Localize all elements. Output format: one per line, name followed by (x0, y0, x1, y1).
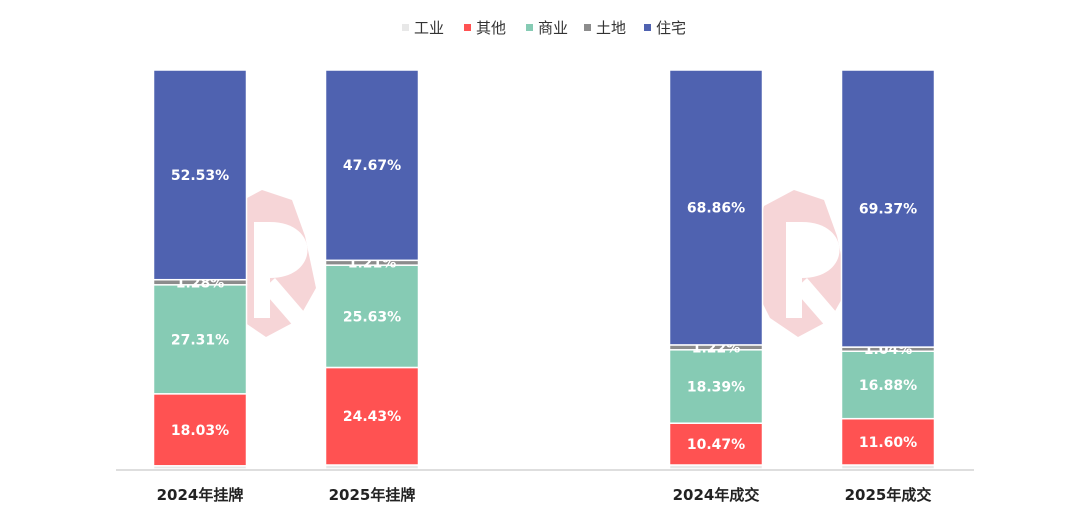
bar-segment-0-4 (152, 69, 248, 281)
legend-label-4: 住宅 (656, 19, 686, 37)
category-label-2: 2024年成交 (673, 486, 760, 504)
data-label-0-2: 27.31% (171, 332, 229, 348)
category-label-3: 2025年成交 (845, 486, 932, 504)
bar-segment-3-1 (840, 417, 936, 466)
legend-swatch-3 (584, 24, 591, 31)
legend: 工业 其他 商业 土地 住宅 (402, 19, 686, 37)
bar-segment-2-4 (668, 69, 764, 346)
legend-label-0: 工业 (414, 19, 444, 37)
legend-swatch-2 (526, 24, 533, 31)
bar-segment-3-4 (840, 69, 936, 348)
data-label-2-1: 10.47% (687, 437, 745, 453)
data-label-1-2: 25.63% (343, 309, 401, 325)
data-label-2-2: 18.39% (687, 379, 745, 395)
legend-label-3: 土地 (596, 19, 626, 37)
bars-layer: 18.03%27.31%1.28%52.53%24.43%25.63%1.21%… (152, 69, 936, 470)
legend-swatch-1 (464, 24, 471, 31)
bar-segment-3-2 (840, 350, 936, 420)
bar-segment-1-2 (324, 264, 420, 369)
data-label-1-1: 24.43% (343, 409, 401, 425)
legend-label-2: 商业 (538, 19, 568, 37)
bar-segment-2-2 (668, 349, 764, 424)
bar-segment-0-1 (152, 393, 248, 467)
data-label-3-1: 11.60% (859, 435, 917, 451)
data-label-0-4: 52.53% (171, 168, 229, 184)
data-label-0-1: 18.03% (171, 423, 229, 439)
legend-label-1: 其他 (476, 19, 506, 37)
bar-segment-1-4 (324, 69, 420, 262)
watermark-logo-right (752, 190, 850, 337)
category-labels: 2024年挂牌 2025年挂牌 2024年成交 2025年成交 (157, 486, 932, 504)
data-label-3-2: 16.88% (859, 378, 917, 394)
legend-swatch-0 (402, 24, 409, 31)
bar-segment-1-1 (324, 366, 420, 466)
category-label-0: 2024年挂牌 (157, 486, 244, 504)
data-label-3-4: 69.37% (859, 202, 917, 218)
data-label-2-4: 68.86% (687, 200, 745, 216)
data-label-1-4: 47.67% (343, 158, 401, 174)
legend-swatch-4 (644, 24, 651, 31)
category-label-1: 2025年挂牌 (329, 486, 416, 504)
